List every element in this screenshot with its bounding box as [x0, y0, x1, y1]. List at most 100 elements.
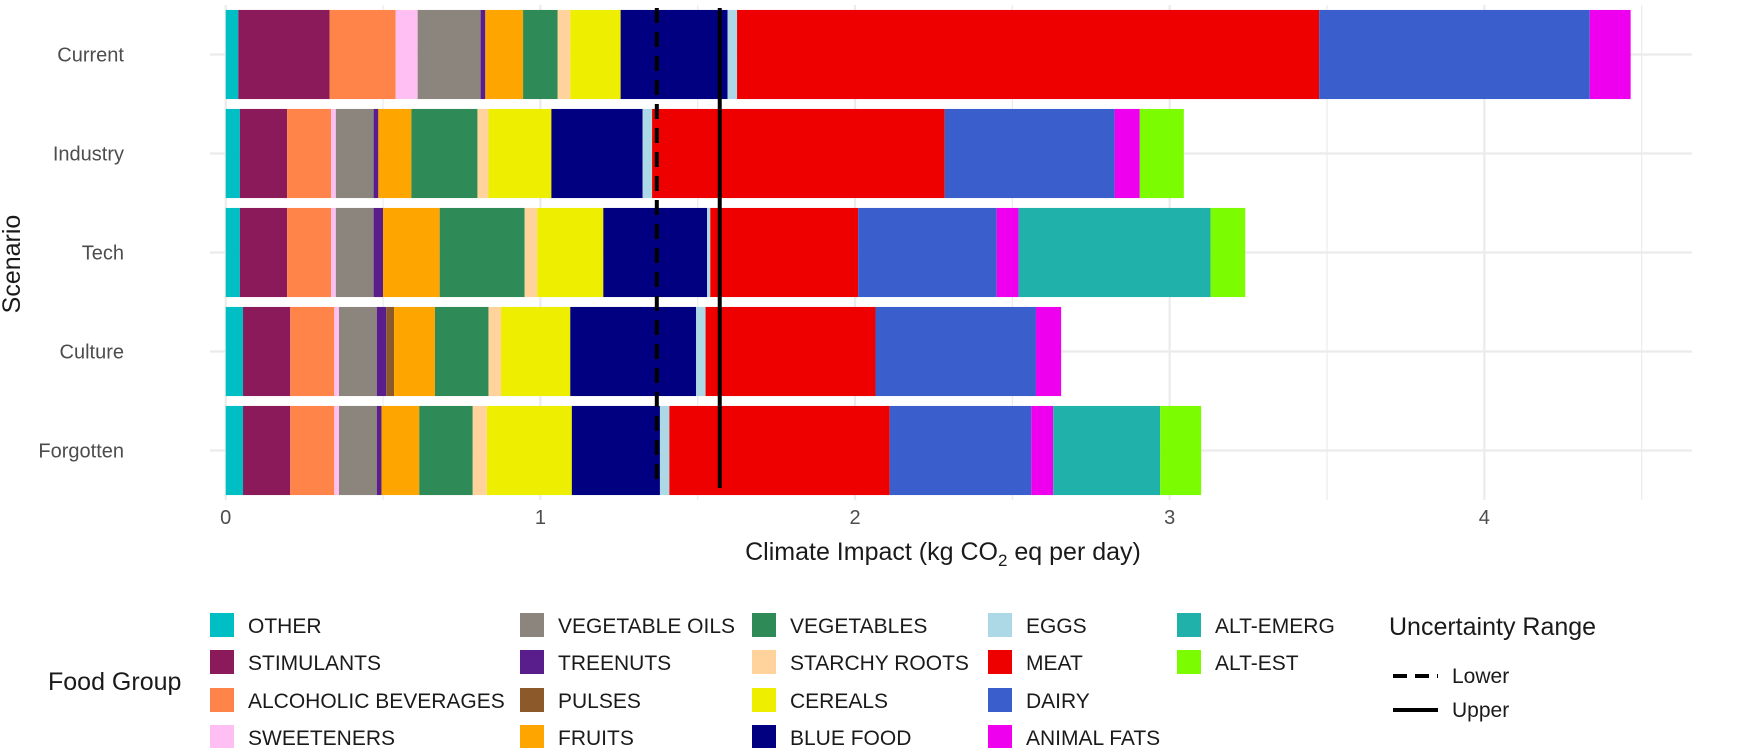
legend-label: FRUITS — [558, 727, 634, 748]
bar-segment-tech-cereals — [537, 207, 604, 298]
bars — [225, 9, 1631, 496]
bar-segment-tech-sweeteners — [331, 207, 336, 298]
bar-segment-tech-other — [225, 207, 240, 298]
bar-segment-current-vegetables — [523, 9, 558, 100]
legend-label: PULSES — [558, 690, 641, 713]
legend: Food Group OTHER STIMULANTS ALCOHOLIC BEVE… — [48, 613, 1335, 748]
bar-segment-current-sweeteners — [395, 9, 418, 100]
bar-segment-tech-treenuts — [373, 207, 384, 298]
legend-swatch — [988, 725, 1012, 748]
bar-segment-culture-pulses — [386, 306, 395, 397]
bar-segment-culture-eggs — [696, 306, 706, 397]
legend-swatch — [752, 613, 776, 637]
legend-swatch — [988, 688, 1012, 712]
bar-segment-industry-dairy — [944, 108, 1115, 199]
bar-segment-industry-fruits — [378, 108, 412, 199]
legend-swatch — [210, 688, 234, 712]
legend-swatch — [988, 613, 1012, 637]
legend-label: CEREALS — [790, 690, 888, 713]
bar-segment-forgotten-alcoholic-beverages — [290, 405, 335, 496]
legend-swatch — [520, 650, 544, 674]
uncertainty-legend-title: Uncertainty Range — [1389, 613, 1596, 641]
x-axis-title-sub: 2 — [998, 551, 1007, 570]
uncertainty-legend-label: Upper — [1452, 699, 1509, 722]
legend-label: OTHER — [248, 615, 322, 638]
bar-segment-culture-fruits — [394, 306, 435, 397]
bar-segment-industry-vegetable-oils — [335, 108, 374, 199]
bar-segment-industry-sweeteners — [331, 108, 336, 199]
x-axis-title-pre: Climate Impact (kg CO — [745, 538, 998, 566]
bar-segment-forgotten-stimulants — [243, 405, 291, 496]
legend-title: Food Group — [48, 668, 181, 696]
bar-segment-tech-starchy-roots — [524, 207, 538, 298]
bar-segment-tech-vegetables — [439, 207, 525, 298]
bar-segment-industry-eggs — [642, 108, 653, 199]
bar-segment-culture-animal-fats — [1035, 306, 1062, 397]
bar-segment-forgotten-fruits — [381, 405, 420, 496]
bar-segment-forgotten-dairy — [889, 405, 1032, 496]
y-tick-label: Industry — [53, 144, 124, 166]
legend-swatch — [752, 725, 776, 748]
bar-segment-forgotten-blue-food — [571, 405, 660, 496]
bar-segment-forgotten-cereals — [486, 405, 572, 496]
bar-segment-industry-other — [225, 108, 240, 199]
bar-segment-industry-cereals — [488, 108, 552, 199]
y-axis-title: Scenario — [0, 215, 26, 314]
bar-segment-culture-vegetable-oils — [339, 306, 377, 397]
legend-swatch — [210, 613, 234, 637]
bar-segment-tech-alt-emerg — [1018, 207, 1211, 298]
bar-segment-culture-vegetables — [434, 306, 489, 397]
bar-segment-industry-alt-est — [1139, 108, 1184, 199]
bar-segment-culture-stimulants — [243, 306, 291, 397]
bar-segment-culture-blue-food — [570, 306, 697, 397]
legend-label: ALT-EST — [1215, 652, 1299, 675]
bar-segment-tech-eggs — [707, 207, 711, 298]
y-tick-labels: Current Industry Tech Culture Forgotten — [38, 45, 124, 463]
bar-segment-forgotten-alt-emerg — [1053, 405, 1161, 496]
legend-swatch — [210, 725, 234, 748]
legend-swatch — [520, 725, 544, 748]
bar-segment-forgotten-other — [225, 405, 244, 496]
legend-swatch — [520, 688, 544, 712]
bar-segment-culture-other — [225, 306, 244, 397]
bar-segment-current-alcoholic-beverages — [329, 9, 396, 100]
legend-label: STIMULANTS — [248, 652, 381, 675]
legend-label: ALCOHOLIC BEVERAGES — [248, 690, 505, 713]
bar-segment-industry-treenuts — [373, 108, 379, 199]
legend-swatch — [752, 688, 776, 712]
legend-label: EGGS — [1026, 615, 1087, 638]
bar-segment-current-fruits — [485, 9, 524, 100]
x-tick-label: 0 — [220, 507, 231, 529]
bar-segment-forgotten-animal-fats — [1031, 405, 1054, 496]
legend-label: STARCHY ROOTS — [790, 652, 969, 675]
bar-segment-forgotten-eggs — [659, 405, 670, 496]
bar-segment-industry-animal-fats — [1114, 108, 1140, 199]
bar-segment-culture-meat — [705, 306, 876, 397]
uncertainty-legend: Uncertainty Range Lower Upper — [1389, 613, 1596, 722]
y-tick-label: Tech — [82, 243, 124, 265]
legend-label: VEGETABLE OILS — [558, 615, 735, 638]
bar-segment-current-starchy-roots — [557, 9, 571, 100]
legend-label: SWEETENERS — [248, 727, 395, 748]
legend-label: DAIRY — [1026, 690, 1090, 713]
bar-segment-culture-starchy-roots — [488, 306, 502, 397]
bar-segment-tech-vegetable-oils — [335, 207, 374, 298]
bar-segment-tech-alcoholic-beverages — [287, 207, 332, 298]
legend-label: ALT-EMERG — [1215, 615, 1335, 638]
bar-segment-tech-stimulants — [239, 207, 288, 298]
bar-segment-current-blue-food — [620, 9, 728, 100]
bar-segment-culture-cereals — [501, 306, 571, 397]
bar-segment-industry-starchy-roots — [477, 108, 489, 199]
bar-segment-current-stimulants — [238, 9, 330, 100]
y-tick-label: Forgotten — [38, 441, 124, 463]
x-tick-label: 3 — [1164, 507, 1175, 529]
x-tick-label: 4 — [1479, 507, 1490, 529]
bar-segment-current-cereals — [570, 9, 621, 100]
legend-label: ANIMAL FATS — [1026, 727, 1160, 748]
legend-swatch — [988, 650, 1012, 674]
bar-segment-tech-alt-est — [1210, 207, 1246, 298]
legend-swatch — [1177, 650, 1201, 674]
bar-segment-culture-treenuts — [376, 306, 387, 397]
bar-segment-current-eggs — [727, 9, 738, 100]
